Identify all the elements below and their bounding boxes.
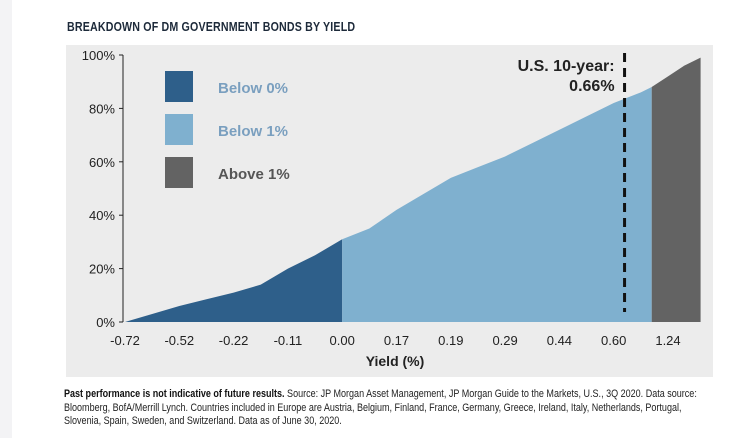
- y-tick-label: 20%: [89, 262, 115, 277]
- area-below-1-: [342, 87, 652, 322]
- legend-label: Below 0%: [218, 80, 288, 97]
- x-tick-label: -0.72: [110, 333, 140, 348]
- footnote-text: Source: JP Morgan Asset Management, JP M…: [64, 388, 697, 427]
- x-tick-label: 1.24: [655, 333, 680, 348]
- area-below-0-: [125, 239, 343, 322]
- legend-swatch: [165, 114, 193, 145]
- chart-title: BREAKDOWN OF DM GOVERNMENT BONDS BY YIEL…: [67, 19, 356, 34]
- legend-label: Above 1%: [218, 166, 290, 183]
- footnote: Past performance is not indicative of fu…: [64, 388, 720, 429]
- y-tick-label: 60%: [89, 155, 115, 170]
- legend-swatch: [165, 157, 193, 188]
- legend-swatch: [165, 71, 193, 102]
- x-tick-label: 0.60: [601, 333, 626, 348]
- y-tick-label: 80%: [89, 101, 115, 116]
- page-edge: [0, 0, 12, 438]
- x-tick-label: -0.11: [274, 333, 303, 348]
- y-tick-label: 100%: [82, 48, 116, 63]
- x-axis-label: Yield (%): [366, 353, 425, 369]
- x-tick-label: -0.22: [219, 333, 249, 348]
- footnote-bold: Past performance is not indicative of fu…: [64, 388, 285, 400]
- y-tick-label: 40%: [89, 208, 115, 223]
- x-tick-label: 0.19: [438, 333, 463, 348]
- y-tick-label: 0%: [96, 315, 115, 330]
- x-tick-label: 0.44: [547, 333, 572, 348]
- x-tick-label: 0.00: [330, 333, 355, 348]
- legend-label: Below 1%: [218, 123, 288, 140]
- area-above-1-: [651, 57, 701, 323]
- annotation-line1: U.S. 10-year:: [518, 58, 615, 75]
- annotation-line2: 0.66%: [569, 78, 614, 95]
- x-tick-label: 0.29: [492, 333, 517, 348]
- x-tick-label: 0.17: [384, 333, 409, 348]
- x-tick-label: -0.52: [164, 333, 194, 348]
